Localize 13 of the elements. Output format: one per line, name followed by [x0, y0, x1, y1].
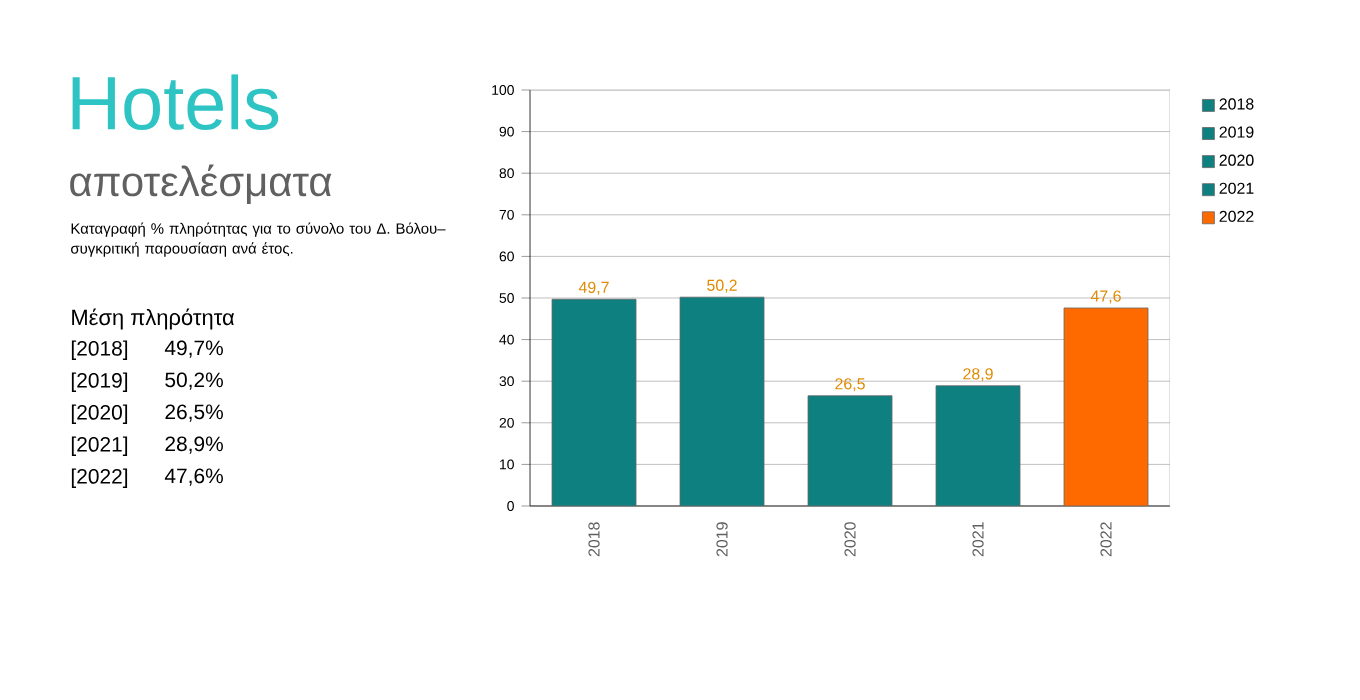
text: [2021] — [71, 436, 128, 456]
text: 26,5% — [165, 404, 223, 422]
text: 28,9% — [165, 436, 223, 454]
text: αποτελέσματα — [70, 164, 332, 204]
text: 47,6% — [164, 468, 223, 486]
text: 50,2% — [165, 372, 223, 390]
text: [2022] — [71, 468, 128, 488]
text: [2020] — [71, 404, 128, 424]
chart-title: Hotels — [72, 74, 279, 131]
text: [2019] — [71, 372, 128, 392]
text: 49,7% — [164, 340, 223, 358]
text: [2018] — [71, 340, 128, 360]
text: Μέση πληρότητα — [72, 308, 235, 330]
